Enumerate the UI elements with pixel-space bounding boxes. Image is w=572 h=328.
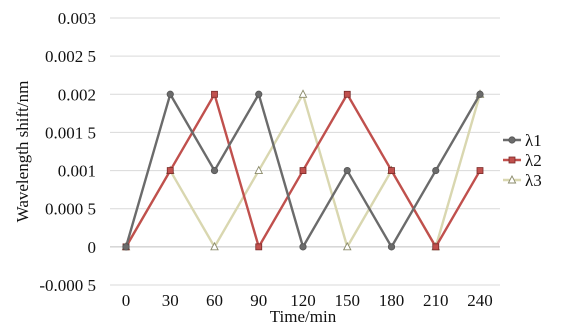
y-tick-label: 0.001 bbox=[58, 162, 96, 181]
y-tick-label: 0.002 bbox=[58, 85, 96, 104]
y-tick-label: -0.000 5 bbox=[39, 276, 96, 295]
x-tick-label: 240 bbox=[467, 291, 493, 310]
y-axis-title: Wavelength shift/nm bbox=[13, 81, 32, 223]
x-tick-label: 120 bbox=[290, 291, 316, 310]
data-point bbox=[342, 241, 352, 251]
y-tick-label: 0.001 5 bbox=[45, 123, 96, 142]
series-1 bbox=[122, 90, 484, 251]
legend-marker bbox=[507, 175, 517, 184]
data-point bbox=[255, 243, 263, 251]
x-tick-label: 210 bbox=[423, 291, 449, 310]
data-point bbox=[255, 90, 263, 98]
y-tick-label: 0.002 5 bbox=[45, 47, 96, 66]
data-point bbox=[343, 166, 351, 175]
x-tick-label: 150 bbox=[335, 291, 361, 310]
data-point bbox=[299, 243, 307, 251]
x-axis-title: Time/min bbox=[270, 307, 337, 326]
legend-item: λ2 bbox=[503, 151, 542, 170]
data-point bbox=[388, 167, 395, 174]
data-point bbox=[210, 166, 219, 175]
data-point bbox=[210, 241, 219, 251]
series-lines bbox=[121, 89, 485, 251]
x-tick-label: 0 bbox=[122, 291, 131, 310]
data-point bbox=[166, 167, 174, 174]
legend-item: λ1 bbox=[503, 131, 542, 150]
legend-label: λ1 bbox=[525, 131, 542, 150]
y-tick-label: 0.003 bbox=[58, 9, 96, 28]
y-tick-label: 0.000 5 bbox=[45, 200, 96, 219]
x-tick-label: 90 bbox=[250, 291, 267, 310]
legend-label: λ3 bbox=[525, 171, 542, 190]
x-tick-labels: 0 30 60 90 120 150 180 210 240 bbox=[122, 291, 493, 310]
data-point bbox=[387, 243, 396, 251]
data-point bbox=[166, 90, 174, 98]
x-tick-label: 180 bbox=[379, 291, 405, 310]
x-tick-label: 60 bbox=[206, 291, 223, 310]
legend-marker bbox=[508, 156, 516, 164]
data-point bbox=[432, 166, 440, 175]
data-point bbox=[211, 90, 218, 98]
legend-item: λ3 bbox=[503, 171, 542, 190]
x-tick-label: 30 bbox=[162, 291, 179, 310]
data-point bbox=[432, 243, 440, 251]
legend-marker bbox=[508, 136, 516, 144]
data-point bbox=[299, 167, 307, 174]
data-point bbox=[254, 165, 264, 175]
data-point bbox=[476, 167, 484, 174]
data-point bbox=[476, 90, 484, 98]
data-point bbox=[122, 243, 130, 251]
data-point bbox=[298, 89, 308, 98]
legend-label: λ2 bbox=[525, 151, 542, 170]
y-tick-label: 0 bbox=[88, 238, 97, 257]
y-tick-labels: -0.000 5 0 0.000 5 0.001 0.001 5 0.002 0.002 5… bbox=[39, 9, 96, 295]
data-point bbox=[343, 90, 351, 98]
